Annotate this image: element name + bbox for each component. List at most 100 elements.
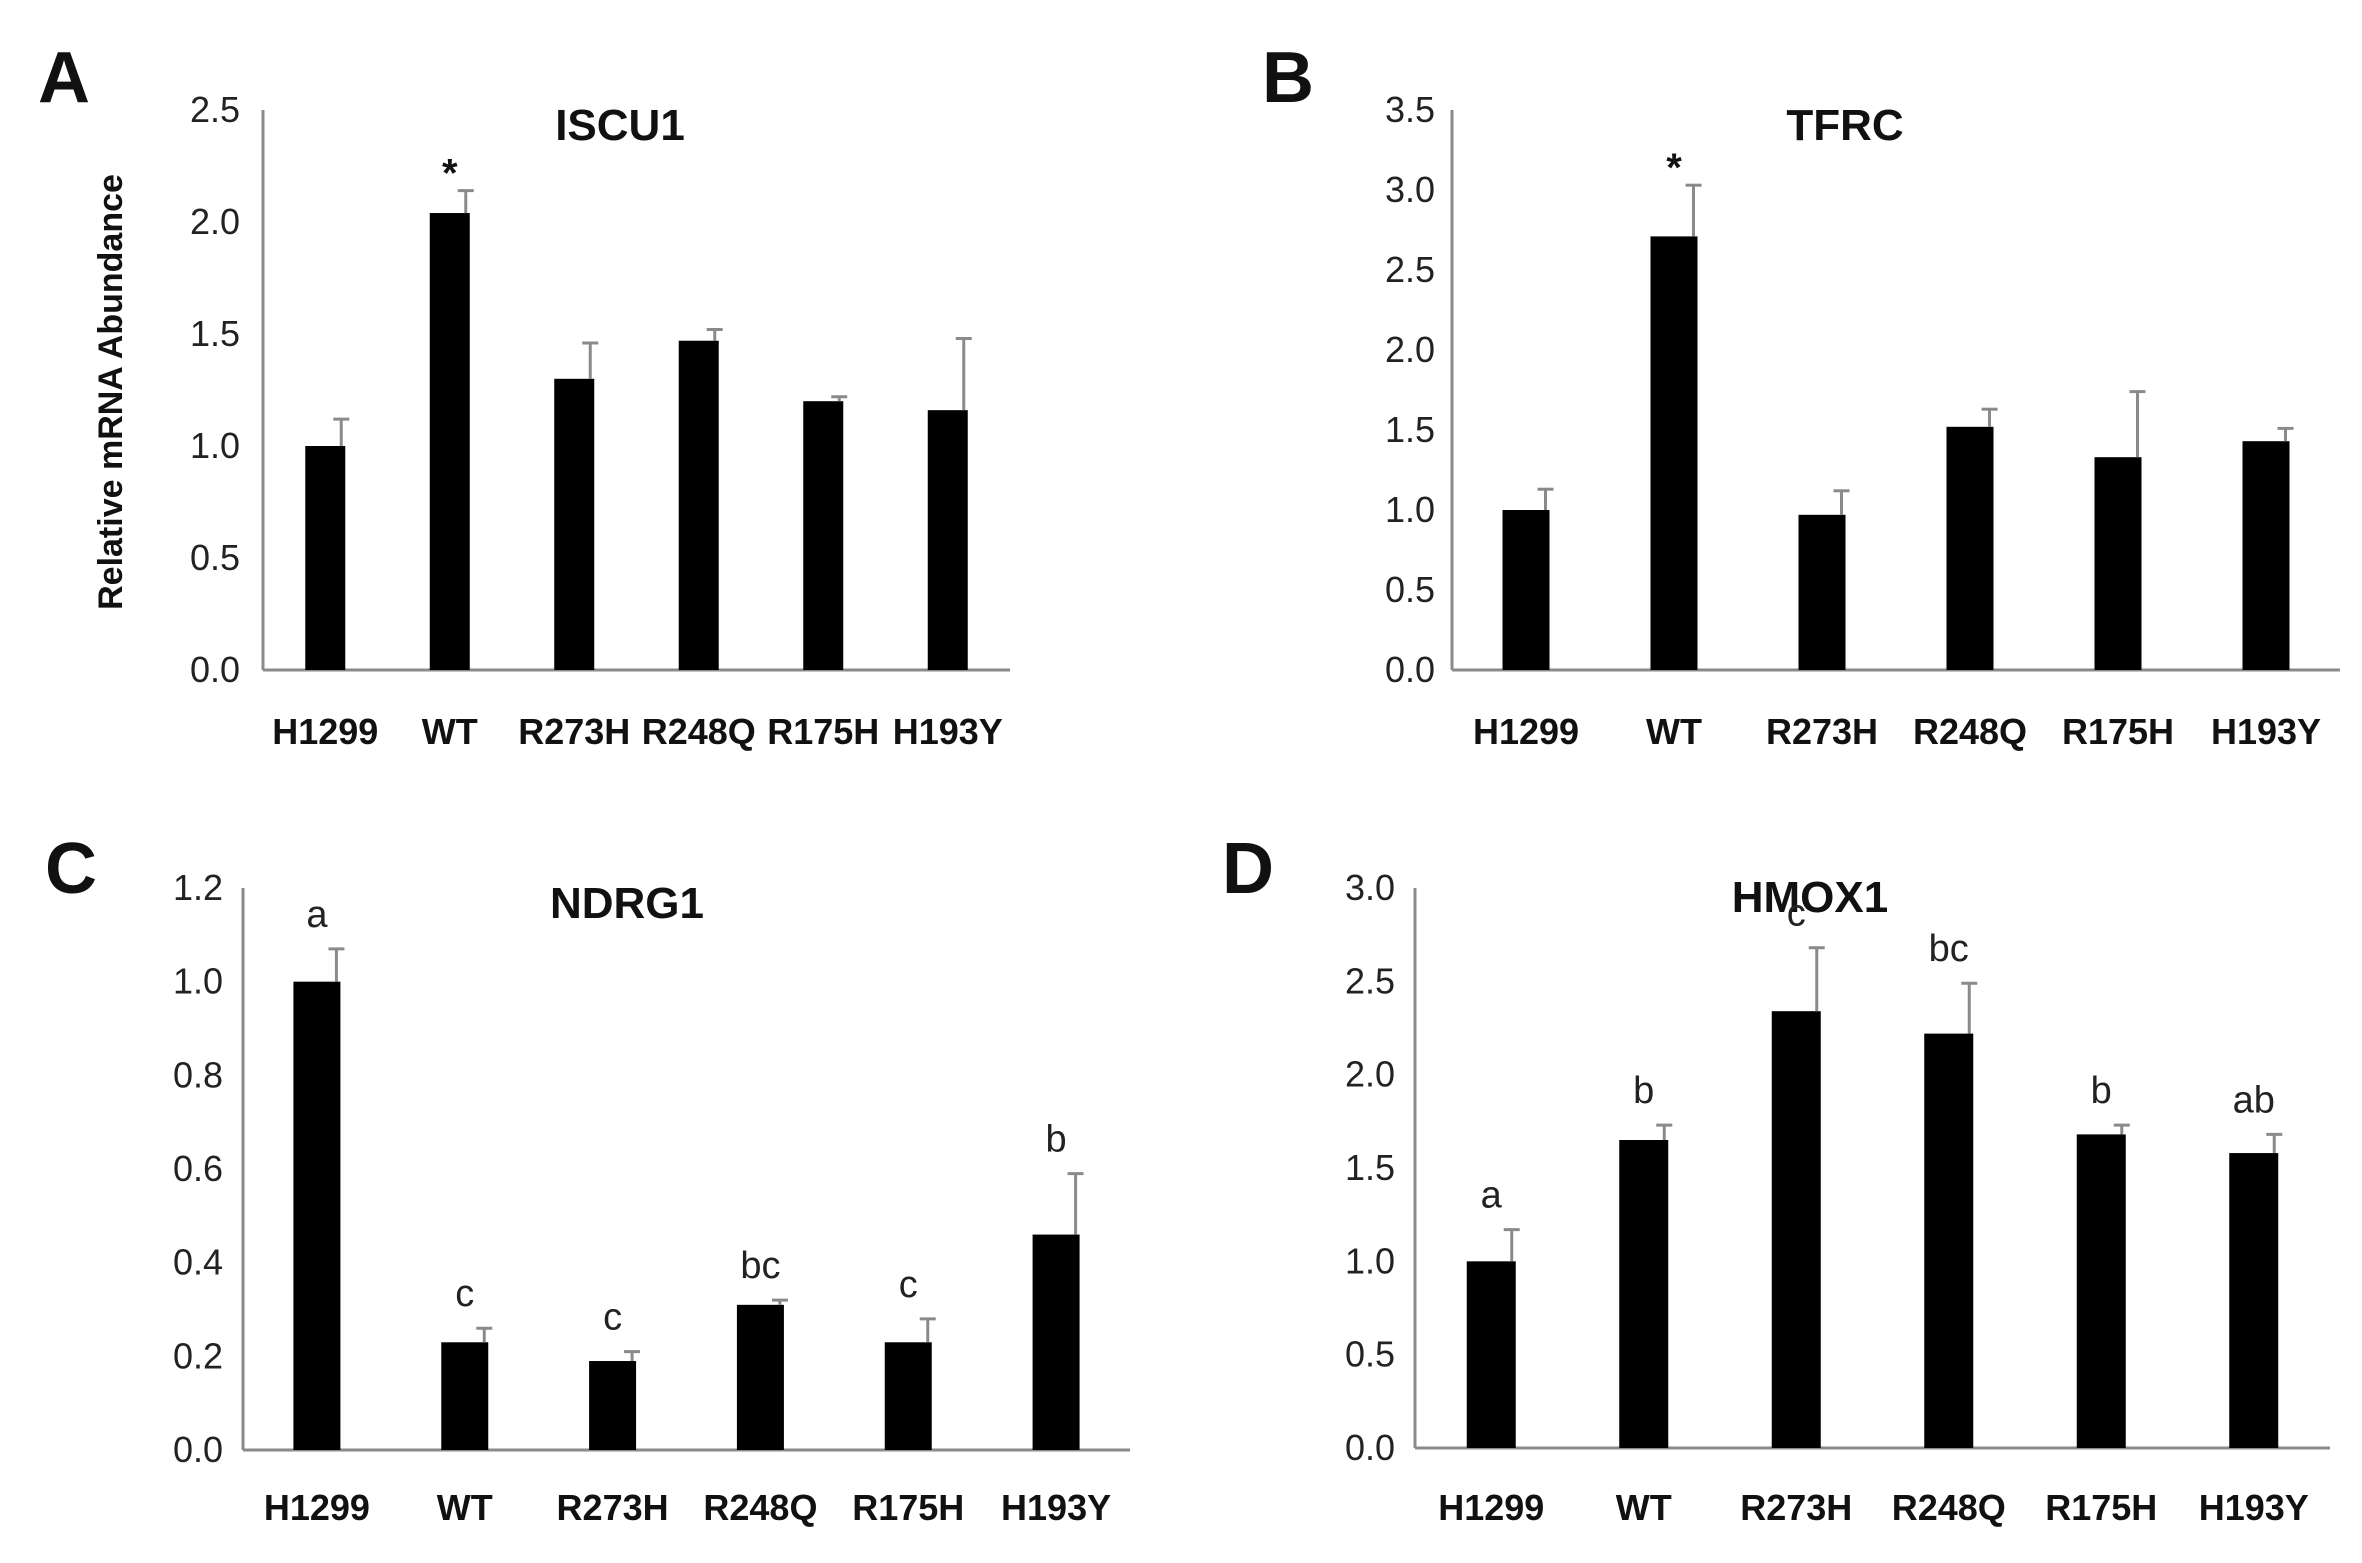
bar [678, 340, 719, 670]
y-tick-label: 3.0 [1385, 169, 1435, 210]
bar [554, 378, 595, 670]
bar [2242, 441, 2290, 670]
y-tick-label: 1.5 [1345, 1147, 1395, 1188]
y-tick-label: 0.0 [1385, 649, 1435, 690]
x-tick-label: H1299 [1473, 711, 1579, 752]
chart-title: HMOX1 [1732, 873, 1888, 922]
y-tick-label: 0.0 [173, 1429, 223, 1470]
y-tick-label: 0.5 [190, 537, 240, 578]
x-tick-label: R248Q [1913, 711, 2027, 752]
significance-label: b [1633, 1070, 1654, 1112]
bar [1946, 426, 1994, 670]
y-tick-label: 0.5 [1385, 569, 1435, 610]
bar [305, 446, 346, 670]
significance-label: b [2091, 1070, 2112, 1112]
panel-c: C NDRG1 0.0 0.2 0.4 0.6 0.8 1.0 1.2 a H1299 c WT c R… [45, 829, 1130, 1528]
significance-label: c [455, 1273, 474, 1315]
chart-plot: 0.0 0.5 1.0 1.5 2.0 2.5 3.0 a H1299 b WT c R273H bc R2… [1345, 867, 2330, 1528]
significance-label: c [1787, 893, 1806, 935]
x-tick-label: R273H [518, 711, 630, 752]
chart-plot: 0.0 0.5 1.0 1.5 2.0 2.5 3.0 3.5 H1299 * WT R273H R24… [1385, 89, 2340, 752]
bar [1466, 1261, 1516, 1448]
x-tick-label: R175H [767, 711, 879, 752]
x-tick-label: WT [422, 711, 478, 752]
y-tick-label: 1.2 [173, 867, 223, 908]
bar [1924, 1033, 1974, 1448]
bar [1650, 236, 1698, 670]
y-tick-label: 2.0 [190, 201, 240, 242]
y-tick-label: 2.5 [190, 89, 240, 130]
panel-letter: B [1262, 38, 1314, 118]
x-tick-label: R273H [1766, 711, 1878, 752]
significance-label: a [306, 894, 328, 936]
panel-letter: C [45, 829, 97, 909]
y-tick-label: 0.0 [1345, 1427, 1395, 1468]
significance-label: a [1481, 1175, 1503, 1217]
x-tick-label: H193Y [1001, 1487, 1111, 1528]
significance-label: * [1666, 146, 1682, 190]
x-tick-label: WT [1646, 711, 1702, 752]
x-tick-label: R175H [2045, 1487, 2157, 1528]
y-tick-label: 2.0 [1385, 329, 1435, 370]
bar [2094, 457, 2142, 670]
panel-d: D HMOX1 0.0 0.5 1.0 1.5 2.0 2.5 3.0 a H1299 b WT c R… [1222, 829, 2330, 1528]
chart-title: NDRG1 [550, 879, 704, 928]
bar [1771, 1011, 1821, 1448]
x-tick-label: WT [1616, 1487, 1672, 1528]
significance-label: * [442, 152, 458, 196]
bar [736, 1304, 784, 1450]
bar [2229, 1153, 2279, 1448]
chart-plot: 0.00.20.40.60.81.01.2aH1299cWTcR273HbcR2… [173, 867, 1130, 1528]
y-tick-label: 1.0 [1345, 1240, 1395, 1281]
bar [429, 213, 470, 671]
y-tick-label: 0.8 [173, 1054, 223, 1095]
panel-letter: D [1222, 829, 1274, 909]
significance-label: c [899, 1264, 918, 1306]
y-tick-label: 2.5 [1345, 960, 1395, 1001]
chart-title: TFRC [1786, 101, 1903, 150]
panel-b: B TFRC 0.0 0.5 1.0 1.5 2.0 2.5 3.0 3.5 H1299 * WT R… [1262, 38, 2340, 752]
x-tick-label: WT [437, 1487, 493, 1528]
y-tick-label: 2.5 [1385, 249, 1435, 290]
y-tick-label: 2.0 [1345, 1054, 1395, 1095]
significance-label: bc [740, 1245, 780, 1287]
x-tick-label: R175H [852, 1487, 964, 1528]
bar [293, 981, 341, 1450]
y-axis-label: Relative mRNA Abundance [92, 174, 130, 610]
x-tick-label: R273H [557, 1487, 669, 1528]
bar [1619, 1140, 1669, 1448]
x-tick-label: H193Y [893, 711, 1003, 752]
bar [1798, 514, 1846, 670]
significance-label: c [603, 1297, 622, 1339]
bar [441, 1342, 489, 1450]
y-tick-label: 1.0 [1385, 489, 1435, 530]
bar [1502, 510, 1550, 670]
y-tick-label: 0.4 [173, 1242, 223, 1283]
bar [884, 1342, 932, 1450]
chart-title: ISCU1 [555, 101, 685, 150]
y-tick-label: 0.2 [173, 1335, 223, 1376]
bar [2076, 1134, 2126, 1448]
x-tick-label: H1299 [1438, 1487, 1544, 1528]
chart-plot: 0.0 0.5 1.0 1.5 2.0 2.5 H1299 * WT R273H R248Q R175… [190, 89, 1010, 752]
significance-label: b [1046, 1119, 1067, 1161]
x-tick-label: H193Y [2199, 1487, 2309, 1528]
y-tick-label: 1.0 [190, 425, 240, 466]
x-tick-label: R248Q [642, 711, 756, 752]
bar [1032, 1234, 1080, 1450]
y-tick-label: 1.5 [190, 313, 240, 354]
y-tick-label: 3.0 [1345, 867, 1395, 908]
panel-letter: A [38, 38, 90, 118]
y-tick-label: 3.5 [1385, 89, 1435, 130]
x-tick-label: H1299 [264, 1487, 370, 1528]
bar [927, 410, 968, 670]
y-tick-label: 1.5 [1385, 409, 1435, 450]
bar [803, 401, 844, 670]
x-tick-label: R273H [1740, 1487, 1852, 1528]
significance-label: bc [1929, 928, 1969, 970]
x-tick-label: R248Q [703, 1487, 817, 1528]
x-tick-label: H193Y [2211, 711, 2321, 752]
y-tick-label: 0.5 [1345, 1334, 1395, 1375]
y-tick-label: 0.6 [173, 1148, 223, 1189]
